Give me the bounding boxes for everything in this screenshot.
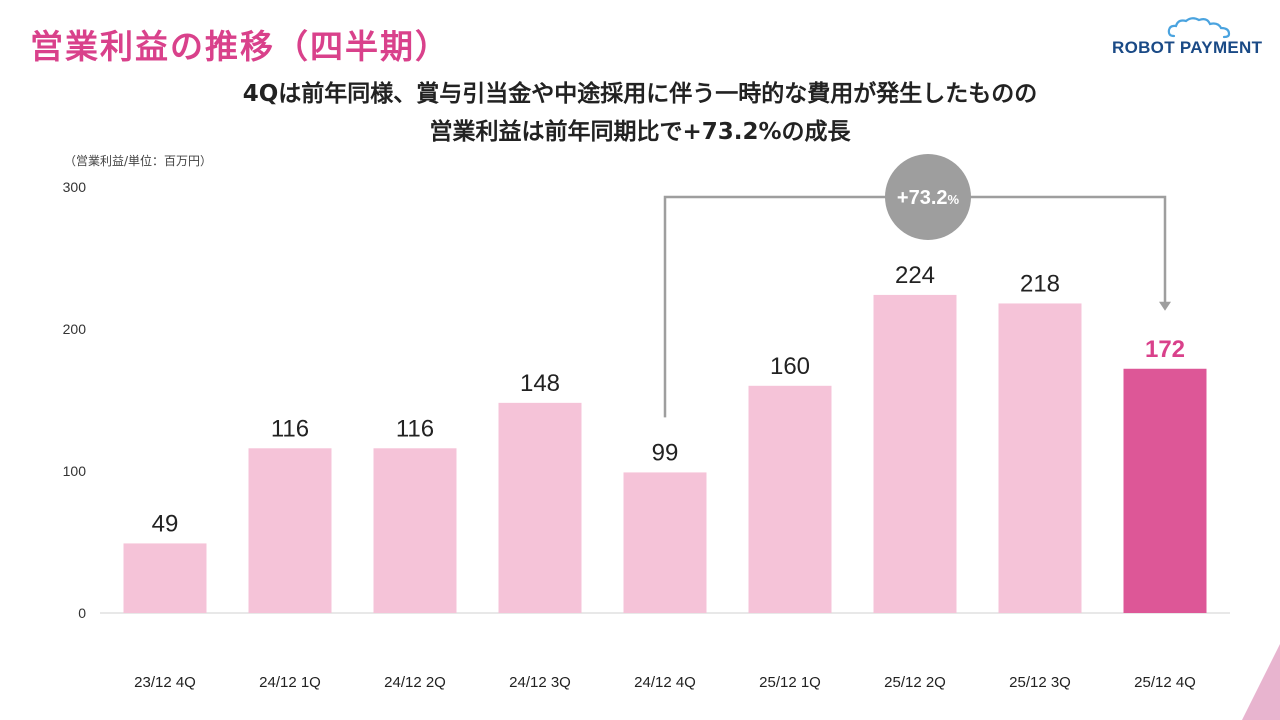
y-tick-label: 200 [63, 321, 87, 337]
growth-rate-unit: % [948, 192, 960, 207]
category-label: 25/12 4Q [1134, 674, 1196, 691]
headline-line-1: 4Qは前年同様、賞与引当金や中途採用に伴う一時的な費用が発生したものの [242, 81, 1038, 107]
bar-value-label: 116 [271, 415, 309, 442]
category-label: 25/12 1Q [759, 674, 821, 691]
bar-value-label: 218 [1020, 270, 1060, 297]
bar-value-label: 99 [652, 439, 679, 466]
y-tick-label: 100 [63, 463, 87, 479]
chart-unit-label: （営業利益/単位：百万円） [64, 154, 213, 168]
headline-line-2: 営業利益は前年同期比で+73.2%の成長 [429, 119, 851, 145]
y-tick-label: 300 [63, 179, 87, 195]
bar [998, 303, 1082, 613]
category-label: 24/12 3Q [509, 674, 571, 691]
bar-value-label: 172 [1145, 336, 1185, 363]
bar [748, 385, 832, 613]
cloud-icon [1167, 17, 1231, 39]
bar-value-label: 49 [152, 510, 179, 537]
bar [373, 448, 457, 613]
y-tick-label: 0 [78, 605, 86, 621]
category-label: 25/12 2Q [884, 674, 946, 691]
bar [623, 472, 707, 613]
bar-value-label: 116 [396, 415, 434, 442]
bar [248, 448, 332, 613]
category-label: 23/12 4Q [134, 674, 196, 691]
slide-title: 営業利益の推移（四半期） [30, 27, 450, 66]
category-label: 24/12 1Q [259, 674, 321, 691]
category-label: 24/12 2Q [384, 674, 446, 691]
category-label: 24/12 4Q [634, 674, 696, 691]
category-label: 25/12 3Q [1009, 674, 1071, 691]
bar-value-label: 224 [895, 262, 935, 289]
bar [498, 402, 582, 613]
bar [1123, 368, 1207, 613]
bar-value-label: 148 [520, 370, 560, 397]
company-logo: ROBOT PAYMENT [1112, 16, 1263, 64]
growth-rate-label: +73.2% [897, 187, 960, 209]
bar [873, 294, 957, 613]
bar [123, 543, 207, 613]
logo-text: ROBOT PAYMENT [1112, 38, 1263, 57]
bar-value-label: 160 [770, 353, 810, 380]
corner-decoration [1242, 644, 1280, 720]
arrow-down-icon [1159, 301, 1171, 311]
growth-badge [885, 154, 971, 240]
